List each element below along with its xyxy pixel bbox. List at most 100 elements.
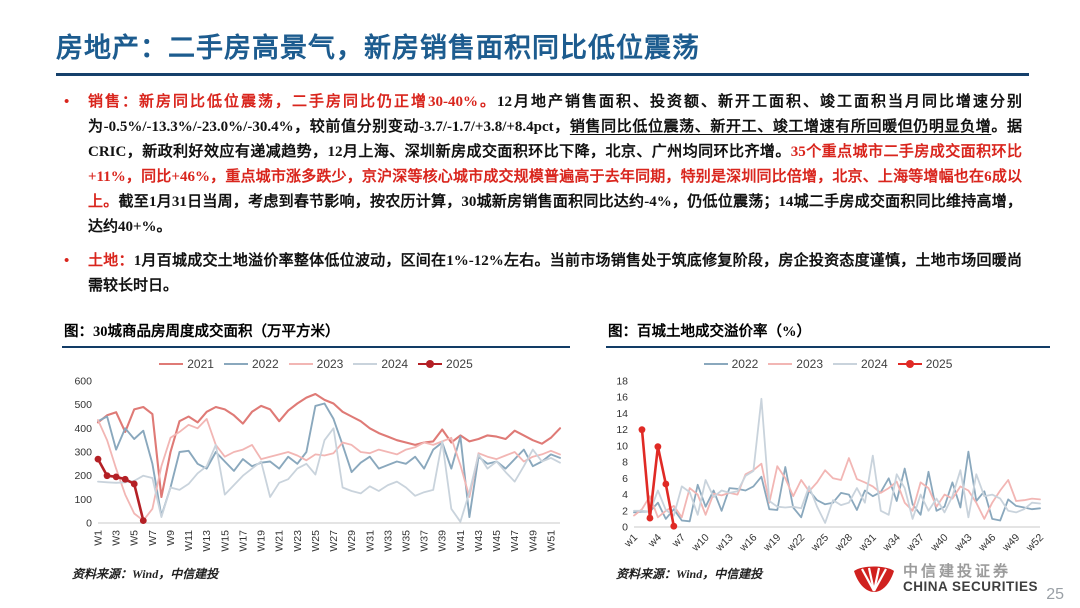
line-chart-weekly-sales: 0 100 200 300 400 500 600 W1 W3 W5 W7 W9 W11 W13 W15 W1… (62, 371, 570, 565)
x-axis-tick-label: w13 (713, 532, 736, 555)
series-line-2023 (97, 418, 561, 522)
series-marker-2025 (646, 514, 654, 522)
chart-card-land-premium: 图：百城土地成交溢价率（%） 2022 2023 2024 2025 0 2 4 6 8 10 1… (606, 318, 1050, 582)
legend-line-swatch (703, 362, 728, 366)
bullet-text-segment: 销售：新房同比低位震荡，二手房同比仍正增30-40%。 (88, 94, 497, 110)
y-axis-tick-label: 0 (86, 518, 92, 530)
x-axis-tick-label: W19 (256, 530, 268, 552)
x-axis-tick-label: W33 (382, 530, 394, 552)
bullet-list: • 销售：新房同比低位震荡，二手房同比仍正增30-40%。12月地产销售面积、投资… (0, 76, 1080, 299)
legend-line-swatch (418, 359, 443, 368)
chart-title-weekly-sales: 图：30城商品房周度成交面积（万平方米） (62, 318, 570, 348)
series-line-2024 (97, 427, 561, 523)
x-axis-tick-label: W11 (183, 530, 195, 551)
y-axis-tick-label: 12 (616, 424, 628, 436)
series-line-2023 (633, 457, 1041, 520)
x-axis-tick-label: w40 (928, 532, 951, 555)
x-axis-tick-label: W29 (346, 530, 358, 552)
logo-text: 中信建投证券 CHINA SECURITIES (902, 564, 1038, 594)
chart-legend-land-premium: 2022 2023 2024 2025 (606, 357, 1050, 371)
slide-header: 房地产：二手房高景气，新房销售面积同比低位震荡 (0, 0, 1080, 76)
legend-label: 2021 (187, 357, 214, 371)
legend-item-2022: 2022 (703, 357, 758, 371)
legend-label: 2023 (796, 357, 823, 371)
x-axis-tick-label: W17 (237, 530, 249, 552)
x-axis-tick-label: w52 (1023, 532, 1046, 555)
title-divider (56, 73, 1029, 76)
legend-item-2025: 2025 (897, 357, 952, 371)
company-logo: 中信建投证券 CHINA SECURITIES (852, 564, 1038, 594)
x-axis-tick-label: W23 (292, 530, 304, 552)
bullet-item: • 土地：1月百城成交土地溢价率整体低位波动，区间在1%-12%左右。当前市场销售… (60, 249, 1022, 299)
legend-line-swatch (833, 362, 857, 366)
series-line-2024 (633, 397, 1041, 524)
y-axis-tick-label: 2 (622, 505, 628, 517)
x-axis-tick-label: w43 (952, 532, 975, 555)
x-axis-tick-label: W45 (491, 530, 503, 552)
legend-marker-dot (905, 359, 914, 368)
bullet-marker: • (64, 94, 70, 110)
legend-item-2023: 2023 (288, 357, 344, 371)
x-axis-tick-label: W7 (147, 530, 159, 546)
bullet-text-segment: 土地： (88, 253, 134, 269)
x-axis-tick-label: w34 (880, 532, 903, 555)
y-axis-tick-label: 6 (622, 473, 628, 485)
legend-label: 2024 (861, 357, 888, 371)
x-axis-tick-label: w22 (784, 532, 807, 555)
x-axis-tick-label: w49 (999, 532, 1022, 555)
x-axis-tick-label: w7 (669, 532, 688, 551)
source-note-right: 资料来源：Wind，中信建投 (616, 567, 763, 581)
bullet-item: • 销售：新房同比低位震荡，二手房同比仍正增30-40%。12月地产销售面积、投资… (60, 90, 1022, 240)
line-chart-land-premium: 0 2 4 6 8 10 12 14 16 18 w1 w4 w7 w10 w13 w16 w19 w22 w25 w… (606, 371, 1050, 565)
legend-item-2025: 2025 (418, 357, 473, 371)
legend-label: 2025 (446, 357, 473, 371)
bullet-text-segment: 。据CRIC，新政利好效应有递减趋势，12月上海、深圳新房成交面积环比下降，北京… (88, 119, 1022, 160)
x-axis-tick-label: W9 (165, 530, 177, 546)
y-axis-tick-label: 200 (74, 470, 92, 482)
x-axis-tick-label: w37 (904, 532, 927, 555)
logo-text-en: CHINA SECURITIES (902, 578, 1038, 594)
legend-item-2022: 2022 (223, 357, 279, 371)
legend-label: 2022 (251, 357, 279, 371)
series-marker-2025 (670, 522, 678, 530)
x-axis-tick-label: W13 (201, 530, 213, 552)
charts-row: 图：30城商品房周度成交面积（万平方米） 2021 2022 2023 2024 202… (0, 308, 1080, 582)
y-axis-tick-label: 18 (616, 376, 628, 388)
y-axis-tick-label: 14 (616, 408, 628, 420)
bullet-marker: • (64, 253, 70, 269)
series-marker-2025 (130, 480, 138, 488)
legend-line-swatch (288, 362, 313, 366)
x-axis-tick-label: w10 (689, 532, 712, 555)
y-axis-tick-label: 500 (74, 399, 92, 411)
bullet-text-segment: 12月地产销售面积、投资额、新开工面积、竣工面积当月同比增速分别为-0.5%/-… (88, 94, 1022, 135)
x-axis-tick-label: W39 (437, 530, 449, 552)
x-axis-tick-label: w16 (737, 532, 760, 555)
x-axis-tick-label: W43 (473, 530, 485, 552)
x-axis-tick-label: w19 (761, 532, 784, 555)
series-marker-2025 (654, 443, 662, 451)
bullet-text-segment: 1月百城成交土地溢价率整体低位波动，区间在1%-12%左右。当前市场销售处于筑底… (88, 253, 1022, 294)
series-marker-2025 (662, 480, 670, 488)
legend-line-swatch (768, 362, 793, 366)
y-axis-tick-label: 16 (616, 392, 628, 404)
bullet-text-segment: 销售同比低位震荡、新开工、竣工增速有所回暖但仍明显负增 (569, 119, 992, 135)
chart-title-land-premium: 图：百城土地成交溢价率（%） (606, 318, 1050, 348)
series-marker-2025 (103, 472, 111, 480)
series-marker-2025 (112, 473, 120, 481)
y-axis-tick-label: 300 (74, 447, 92, 459)
x-axis-tick-label: w4 (645, 532, 664, 551)
x-axis-tick-label: W35 (401, 530, 413, 552)
page-title: 房地产：二手房高景气，新房销售面积同比低位震荡 (56, 33, 700, 63)
legend-line-swatch (159, 362, 184, 366)
series-marker-2025 (638, 426, 646, 434)
y-axis-tick-label: 600 (74, 376, 92, 388)
legend-label: 2024 (381, 357, 409, 371)
x-axis-tick-label: W41 (455, 530, 467, 552)
y-axis-tick-label: 4 (622, 489, 628, 501)
legend-marker-dot (426, 359, 435, 368)
series-marker-2025 (139, 517, 147, 525)
page-number: 25 (1046, 586, 1064, 603)
legend-label: 2023 (316, 357, 344, 371)
y-axis-tick-label: 10 (616, 440, 628, 452)
legend-line-swatch (223, 362, 248, 366)
